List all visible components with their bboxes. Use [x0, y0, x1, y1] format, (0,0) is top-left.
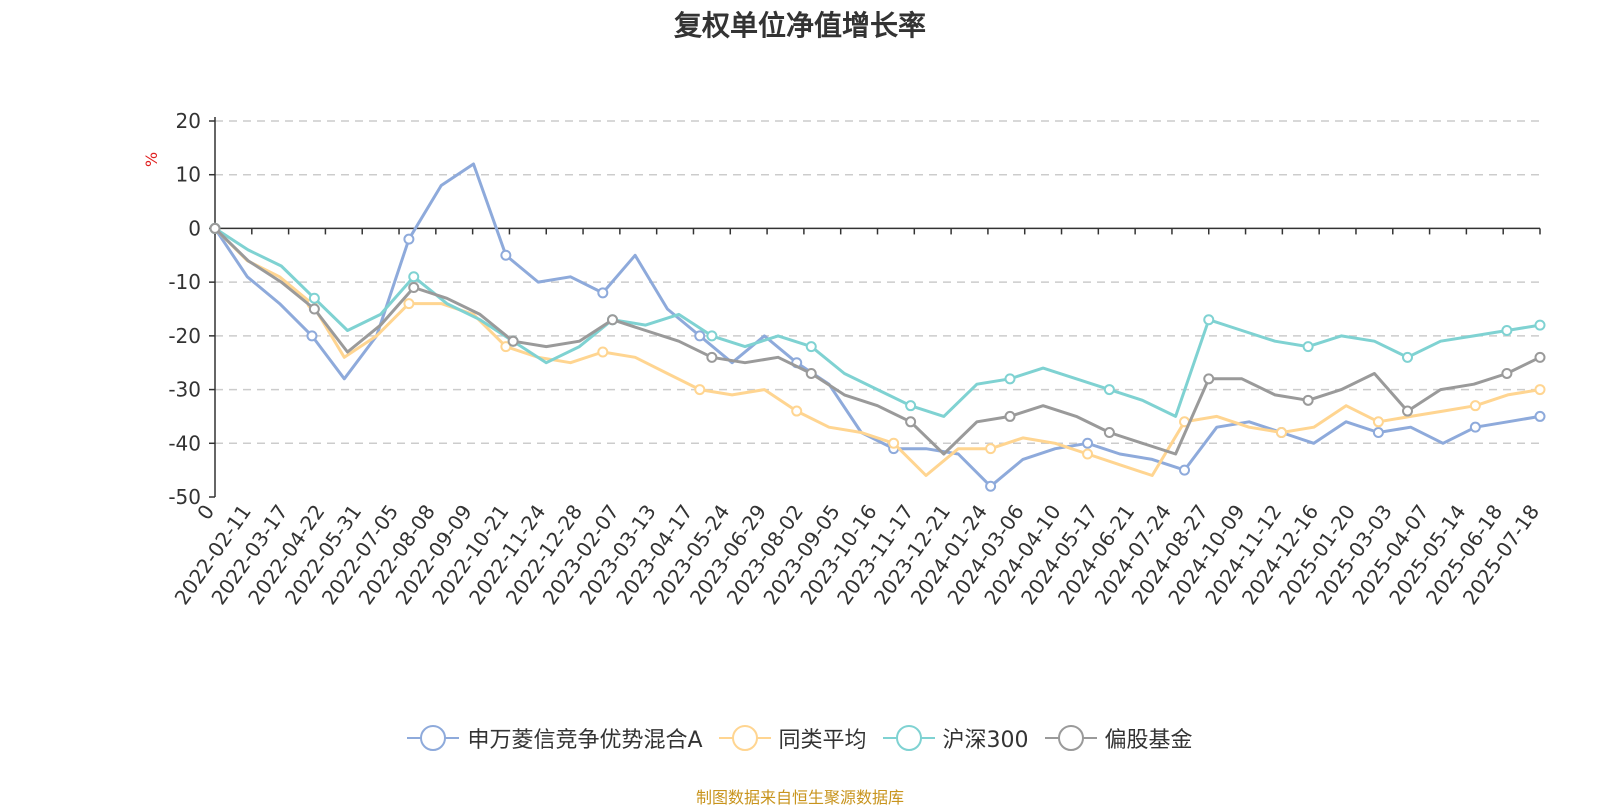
series-point-1 [1372, 416, 1384, 428]
series-point-0 [306, 330, 318, 342]
series-point-2 [905, 400, 917, 412]
series-point-3 [1203, 373, 1215, 385]
series-point-0 [1372, 427, 1384, 439]
series-point-2 [308, 292, 320, 304]
series-line-0 [213, 162, 1541, 488]
y-tick-label: 0 [188, 216, 201, 240]
y-tick-label: 20 [176, 109, 201, 133]
source-note: 制图数据来自恒生聚源数据库 [695, 788, 904, 807]
series-point-1 [888, 437, 900, 449]
series-point-1 [791, 405, 803, 417]
series-point-2 [408, 271, 420, 283]
series-point-1 [500, 341, 512, 353]
y-tick-label: -50 [168, 485, 201, 509]
series-point-2 [1534, 319, 1546, 331]
legend-marker-icon [882, 725, 935, 751]
line-chart: 20100-10-20-30-40-5002022-02-112022-03-1… [168, 109, 1546, 609]
series-point-2 [706, 330, 718, 342]
series-point-3 [408, 282, 420, 294]
series-point-1 [1275, 427, 1287, 439]
legend-label: 申万菱信竞争优势混合A [467, 728, 703, 753]
legend-marker-icon [1044, 725, 1097, 751]
legend-label: 偏股基金 [1104, 728, 1193, 753]
legend: 申万菱信竞争优势混合A 同类平均 沪深300 偏股基金 [0, 722, 1600, 757]
series-point-3 [1534, 351, 1546, 363]
series-point-0 [985, 480, 997, 492]
legend-marker-icon [407, 725, 460, 751]
legend-label: 沪深300 [942, 728, 1029, 753]
series-point-3 [1402, 405, 1413, 417]
y-tick-label: -20 [168, 324, 201, 348]
series-line-3 [213, 227, 1541, 456]
series-point-3 [607, 314, 618, 326]
series-point-0 [403, 233, 415, 245]
series-point-3 [308, 303, 320, 315]
legend-item-2[interactable]: 沪深300 [882, 722, 1029, 754]
legend-item-1[interactable]: 同类平均 [718, 722, 867, 754]
series-point-3 [1302, 394, 1314, 406]
series-point-0 [1082, 437, 1094, 449]
series-line-1 [213, 227, 1541, 477]
series-point-3 [1501, 367, 1513, 379]
x-tick-label: 0 [192, 500, 219, 524]
y-tick-label: -40 [168, 431, 201, 455]
series-point-2 [1302, 341, 1314, 353]
chart-title: 复权单位净值增长率 [673, 9, 926, 42]
legend-marker-icon [718, 725, 771, 751]
series-point-1 [694, 384, 706, 396]
y-tick-label: 10 [176, 163, 201, 187]
series-point-0 [694, 330, 706, 342]
series-point-3 [507, 335, 519, 347]
series-point-2 [1203, 314, 1215, 326]
series-point-3 [1103, 427, 1115, 439]
legend-label: 同类平均 [778, 728, 867, 753]
legend-item-3[interactable]: 偏股基金 [1044, 722, 1193, 754]
series-point-1 [985, 443, 997, 455]
legend-item-0[interactable]: 申万菱信竞争优势混合A [407, 722, 703, 754]
series-point-0 [500, 249, 512, 261]
series-point-3 [209, 222, 221, 234]
series-point-2 [1103, 384, 1115, 396]
series-point-2 [805, 341, 817, 353]
series-point-1 [597, 346, 609, 358]
series-point-1 [403, 298, 415, 310]
series-point-3 [805, 367, 817, 379]
series-point-0 [1179, 464, 1191, 476]
series-point-2 [1004, 373, 1016, 385]
y-tick-label: -10 [168, 270, 201, 294]
y-tick-label: -30 [168, 378, 201, 402]
series-point-0 [1469, 421, 1481, 433]
series-point-1 [1534, 384, 1546, 396]
series-point-2 [1402, 351, 1413, 363]
series-point-0 [597, 287, 609, 299]
series-point-1 [1469, 400, 1481, 412]
series-point-3 [1004, 410, 1016, 422]
series-point-3 [905, 416, 917, 428]
series-point-3 [706, 351, 718, 363]
series-point-2 [1501, 324, 1513, 336]
series-point-0 [1534, 410, 1546, 422]
series-point-1 [1082, 448, 1094, 460]
